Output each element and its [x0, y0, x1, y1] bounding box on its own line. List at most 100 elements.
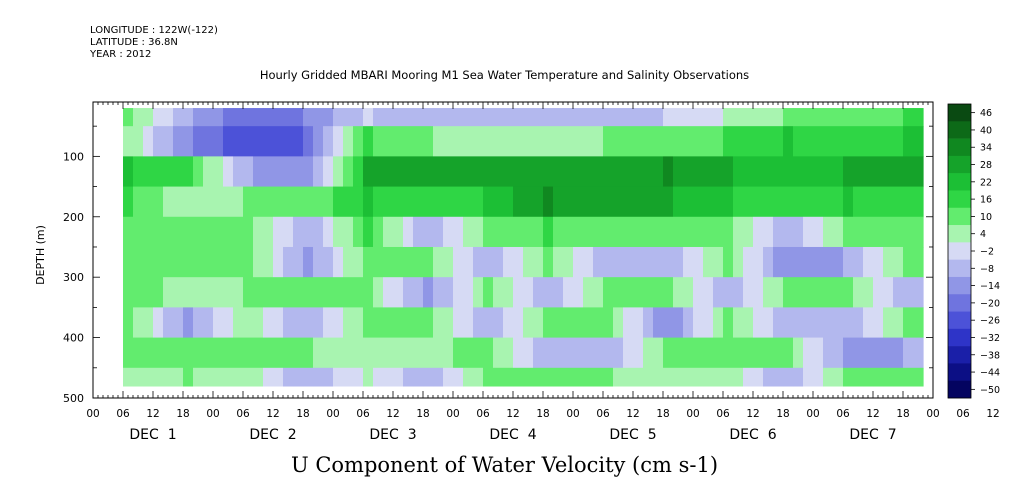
heatmap-cell	[543, 277, 554, 308]
heatmap-cell	[163, 277, 174, 308]
heatmap-cell	[713, 186, 724, 218]
heatmap-cell	[913, 307, 924, 339]
heatmap-cell	[293, 126, 304, 157]
heatmap-cell	[823, 108, 834, 127]
heatmap-cell	[673, 156, 684, 188]
heatmap-cell	[183, 277, 194, 308]
heatmap-cell	[833, 216, 844, 248]
heatmap-cell	[323, 216, 334, 248]
heatmap-cell	[143, 337, 154, 369]
heatmap-cell	[413, 277, 424, 308]
heatmap-cell	[343, 246, 354, 278]
heatmap-cell	[723, 186, 734, 218]
heatmap-cell	[253, 156, 264, 188]
heatmap-cell	[383, 126, 394, 157]
heatmap-cell	[773, 108, 784, 127]
heatmap-cell	[533, 246, 544, 278]
heatmap-cell	[183, 337, 194, 369]
heatmap-cell	[473, 126, 484, 157]
x-tick-label: 00	[206, 408, 219, 420]
heatmap-cell	[573, 216, 584, 248]
heatmap-cell	[663, 186, 674, 218]
heatmap-cell	[693, 156, 704, 188]
heatmap-cell	[373, 337, 384, 369]
heatmap-cell	[463, 307, 474, 339]
heatmap-cell	[753, 337, 764, 369]
heatmap-cell	[263, 337, 274, 369]
heatmap-cell	[693, 307, 704, 339]
colorbar-swatch	[948, 328, 971, 347]
heatmap-cell	[743, 277, 754, 308]
heatmap-cell	[623, 108, 634, 127]
colorbar-label: −2	[980, 247, 994, 258]
heatmap-cell	[823, 186, 834, 218]
heatmap-cell	[193, 126, 204, 157]
heatmap-cell	[313, 156, 324, 188]
heatmap-cell	[393, 216, 404, 248]
heatmap-cell	[673, 307, 684, 339]
heatmap-cell	[843, 307, 854, 339]
heatmap-cell	[473, 246, 484, 278]
heatmap-cell	[413, 216, 424, 248]
heatmap-cell	[373, 186, 384, 218]
heatmap-cell	[253, 367, 264, 387]
heatmap-cell	[623, 216, 634, 248]
heatmap-cell	[673, 367, 684, 387]
heatmap-cell	[883, 126, 894, 157]
heatmap-cell	[423, 277, 434, 308]
heatmap-cell	[693, 277, 704, 308]
heatmap-cell	[343, 108, 354, 127]
heatmap-cell	[163, 108, 174, 127]
x-tick-label: 06	[116, 408, 130, 420]
heatmap-cell	[423, 337, 434, 369]
heatmap-cell	[803, 108, 814, 127]
heatmap-cell	[333, 186, 344, 218]
heatmap-cell	[333, 108, 344, 127]
x-tick-label: 18	[776, 408, 789, 420]
heatmap-cell	[303, 367, 314, 387]
heatmap-cell	[853, 277, 864, 308]
heatmap-cell	[713, 246, 724, 278]
heatmap-cell	[643, 277, 654, 308]
heatmap-cell	[843, 216, 854, 248]
heatmap-cell	[913, 216, 924, 248]
heatmap-cell	[443, 216, 454, 248]
heatmap-cell	[263, 367, 274, 387]
heatmap-cell	[683, 108, 694, 127]
heatmap-cell	[833, 337, 844, 369]
heatmap-cell	[783, 216, 794, 248]
heatmap-cell	[773, 246, 784, 278]
heatmap-cell	[333, 307, 344, 339]
heatmap-cell	[483, 186, 494, 218]
heatmap-cell	[353, 246, 364, 278]
heatmap-cell	[863, 337, 874, 369]
heatmap-cell	[463, 367, 474, 387]
heatmap-cell	[653, 307, 664, 339]
heatmap-cell	[463, 246, 474, 278]
heatmap-cell	[833, 367, 844, 387]
heatmap-cell	[563, 186, 574, 218]
heatmap-cell	[323, 367, 334, 387]
heatmap-cell	[183, 367, 194, 387]
heatmap-cell	[413, 367, 424, 387]
heatmap-cell	[613, 126, 624, 157]
x-tick-label: 00	[86, 408, 99, 420]
heatmap-cell	[503, 156, 514, 188]
heatmap-cell	[243, 186, 254, 218]
heatmap-cell	[133, 186, 144, 218]
heatmap-cell	[703, 367, 714, 387]
heatmap-cell	[633, 367, 644, 387]
heatmap-cell	[183, 156, 194, 188]
heatmap-cell	[683, 307, 694, 339]
heatmap-cell	[683, 126, 694, 157]
heatmap-cell	[233, 367, 244, 387]
heatmap-cell	[263, 186, 274, 218]
heatmap-cell	[553, 307, 564, 339]
heatmap-cell	[653, 246, 664, 278]
heatmap-cell	[223, 108, 234, 127]
heatmap-cell	[463, 186, 474, 218]
heatmap-cell	[723, 156, 734, 188]
heatmap-cell	[813, 277, 824, 308]
x-tick-label: 12	[386, 408, 399, 420]
heatmap-cell	[413, 108, 424, 127]
